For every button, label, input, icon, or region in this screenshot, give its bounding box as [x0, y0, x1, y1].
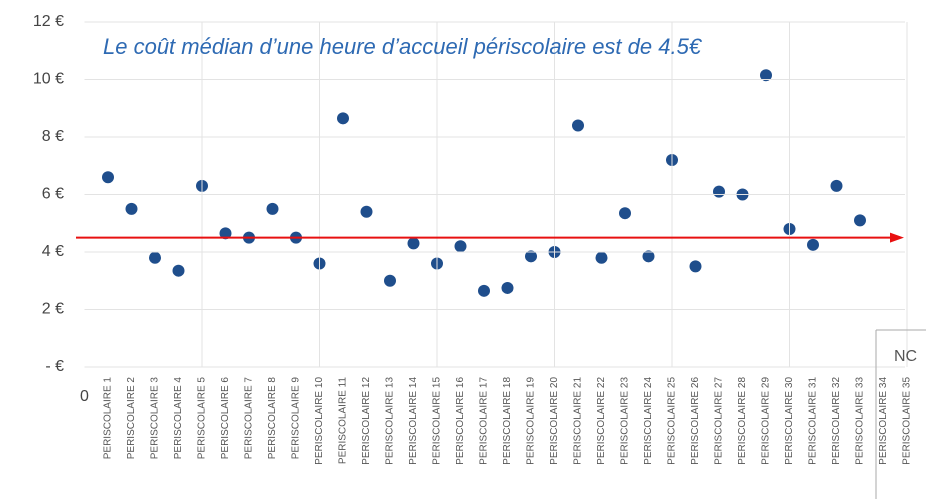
point [525, 250, 537, 263]
x-category-label: PERISCOLAIRE 15 [432, 377, 443, 465]
point [172, 264, 185, 277]
point [407, 237, 420, 250]
x-category-label: PERISCOLAIRE 26 [690, 377, 701, 465]
point [854, 214, 866, 227]
point [689, 260, 702, 273]
nc-label: NC [894, 348, 917, 365]
point [337, 112, 349, 125]
x-category-label: PERISCOLAIRE 28 [737, 377, 748, 465]
x-category-label: PERISCOLAIRE 9 [291, 377, 302, 460]
point [454, 240, 467, 253]
x-category-label: PERISCOLAIRE 32 [831, 377, 842, 465]
x-category-label: PERISCOLAIRE 18 [502, 377, 513, 465]
x-category-label: PERISCOLAIRE 2 [126, 377, 137, 460]
y-tick-label: - € [45, 358, 64, 375]
x-category-label: PERISCOLAIRE 11 [338, 377, 349, 465]
x-category-label: PERISCOLAIRE 24 [643, 377, 654, 465]
point [360, 205, 373, 218]
x-category-label: PERISCOLAIRE 34 [878, 377, 889, 465]
x-category-label: PERISCOLAIRE 17 [479, 377, 490, 465]
x-category-label: PERISCOLAIRE 8 [267, 377, 278, 460]
x-category-label: PERISCOLAIRE 14 [408, 377, 419, 465]
x-category-label: PERISCOLAIRE 7 [244, 377, 255, 460]
point [384, 274, 396, 287]
x-category-label: PERISCOLAIRE 12 [361, 377, 372, 465]
x-category-label: PERISCOLAIRE 20 [549, 377, 560, 465]
x-category-label: PERISCOLAIRE 3 [150, 377, 161, 460]
x-category-label: PERISCOLAIRE 29 [761, 377, 772, 465]
x-category-label: PERISCOLAIRE 21 [573, 377, 584, 465]
point [642, 250, 655, 263]
point [713, 185, 725, 198]
point [595, 251, 608, 264]
x-category-label: PERISCOLAIRE 30 [784, 377, 795, 465]
point [501, 281, 514, 294]
point [219, 227, 232, 240]
x-category-label: PERISCOLAIRE 33 [855, 377, 866, 465]
point [572, 119, 584, 132]
point [102, 171, 114, 184]
x-category-label: PERISCOLAIRE 4 [173, 377, 184, 460]
x-category-label: PERISCOLAIRE 25 [667, 377, 678, 465]
x-category-label: PERISCOLAIRE 35 [902, 377, 913, 465]
x-category-label: PERISCOLAIRE 16 [455, 377, 466, 465]
point [830, 179, 843, 192]
x-category-label: PERISCOLAIRE 31 [808, 377, 819, 465]
point [149, 251, 161, 264]
point [266, 202, 279, 215]
annotation: Le coût médian d’une heure d’accueil pér… [103, 34, 703, 59]
x-category-label: PERISCOLAIRE 10 [314, 377, 325, 465]
x-category-label: PERISCOLAIRE 6 [220, 377, 231, 460]
median-line [76, 232, 904, 243]
y-tick-label: 8 € [42, 128, 64, 145]
y-tick-label: 6 € [42, 186, 64, 203]
y-tick-label: 12 € [33, 13, 64, 30]
point [478, 284, 490, 297]
point [760, 69, 772, 82]
y-tick-label: 10 € [33, 71, 64, 88]
x-category-label: PERISCOLAIRE 22 [596, 377, 607, 465]
y-tick-label: 4 € [42, 243, 64, 260]
point [619, 207, 631, 220]
point [125, 202, 138, 215]
x-category-label: PERISCOLAIRE 27 [714, 377, 725, 465]
point [807, 238, 819, 251]
x-category-label: PERISCOLAIRE 23 [620, 377, 631, 465]
x-category-label: PERISCOLAIRE 13 [385, 377, 396, 465]
x-category-label: PERISCOLAIRE 1 [103, 377, 114, 460]
x-category-label: PERISCOLAIRE 5 [197, 377, 208, 460]
y-tick-label: 2 € [42, 301, 64, 318]
x-tick-label: 0 [80, 388, 89, 405]
x-category-label: PERISCOLAIRE 19 [526, 377, 537, 465]
